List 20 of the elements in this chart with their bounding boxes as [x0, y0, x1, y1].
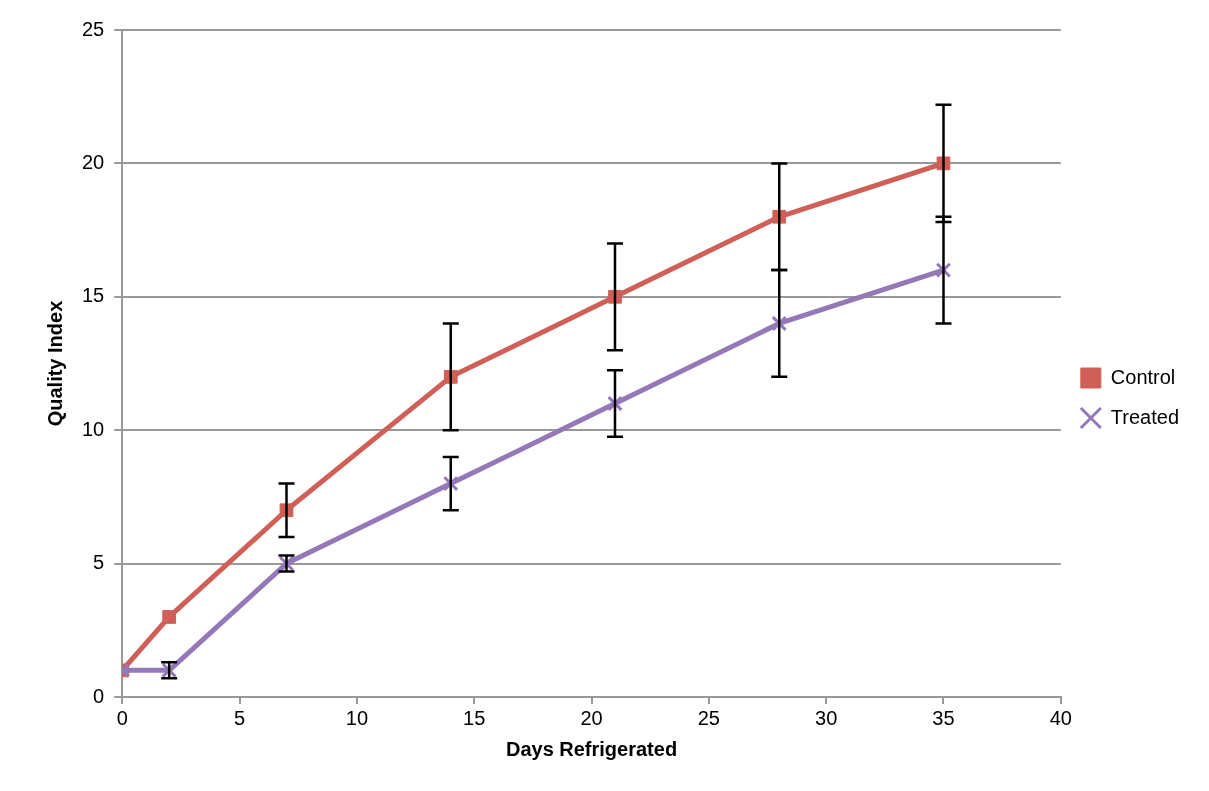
y-tick-label: 5 — [93, 551, 105, 574]
x-tick-label: 30 — [815, 706, 838, 729]
x-tick-label: 0 — [116, 706, 128, 729]
x-axis-title: Days Refrigerated — [505, 737, 678, 760]
legend-label: Treated — [1110, 405, 1179, 428]
y-tick-label: 0 — [93, 684, 105, 707]
x-tick-label: 10 — [345, 706, 369, 729]
x-tick-label: 40 — [1049, 706, 1072, 729]
legend-label: Control — [1110, 365, 1176, 388]
x-tick-label: 5 — [234, 706, 246, 729]
y-axis-title: Quality Index — [43, 300, 66, 427]
x-tick-label: 35 — [932, 706, 955, 729]
x-tick-label: 20 — [580, 706, 603, 729]
y-tick-label: 15 — [82, 284, 105, 307]
y-tick-label: 25 — [82, 17, 105, 40]
y-tick-label: 10 — [82, 417, 105, 440]
point — [162, 610, 177, 624]
x-tick-label: 25 — [697, 706, 720, 729]
y-tick-label: 20 — [82, 150, 105, 173]
x-tick-label: 15 — [463, 706, 486, 729]
